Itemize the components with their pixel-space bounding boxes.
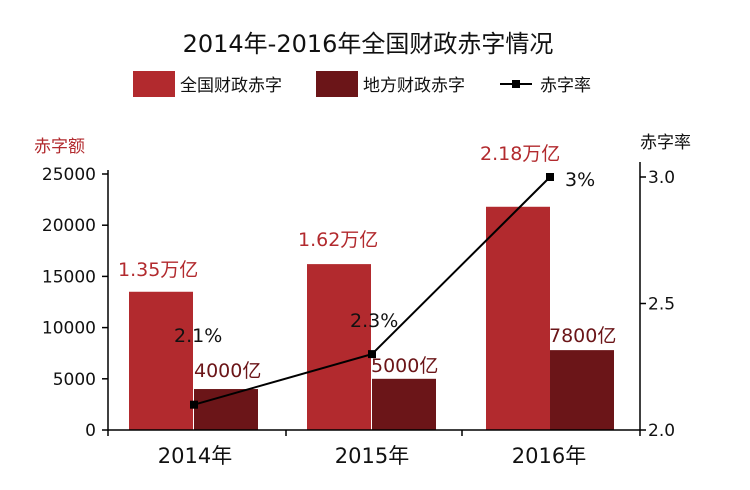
axes <box>107 162 641 436</box>
y-tick-label: 25000 <box>42 165 96 185</box>
rate-point <box>190 400 198 409</box>
rate-point <box>368 350 376 359</box>
x-tick-label: 2015年 <box>335 444 409 468</box>
data-label-rate: 3% <box>565 169 595 191</box>
y-tick-label: 5000 <box>53 370 96 390</box>
data-label-national: 1.62万亿 <box>298 229 378 251</box>
y2-tick-label: 2.5 <box>648 295 675 315</box>
data-label-local: 5000亿 <box>371 355 438 377</box>
y-tick-label: 10000 <box>42 319 96 339</box>
y2-tick-label: 3.0 <box>648 168 675 188</box>
legend-label-national: 全国财政赤字 <box>180 76 282 96</box>
y2-axis-title: 赤字率 <box>640 133 691 153</box>
bar-national <box>307 264 371 430</box>
data-label-national: 2.18万亿 <box>480 143 560 165</box>
bar-local <box>372 378 436 430</box>
category-labels: 2014年 2015年 2016年 <box>158 444 586 468</box>
bar-labels: 1.35万亿 1.62万亿 2.18万亿 4000亿 5000亿 7800亿 <box>118 143 616 382</box>
rate-point <box>546 173 554 181</box>
legend-marker-rate <box>512 80 520 88</box>
bar-local <box>550 350 614 430</box>
y2-tick-label: 2.0 <box>648 421 675 441</box>
legend-label-rate: 赤字率 <box>540 76 591 96</box>
y-tick-label: 15000 <box>42 267 96 287</box>
rate-line: 2.1% 2.3% 3% <box>174 169 595 409</box>
y-axis-ticks: 0 5000 10000 15000 20000 25000 <box>42 165 108 441</box>
y-tick-label: 0 <box>85 421 96 441</box>
y-axis-title: 赤字额 <box>34 137 85 157</box>
y-tick-label: 20000 <box>42 216 96 236</box>
legend-label-local: 地方财政赤字 <box>363 76 465 96</box>
data-label-rate: 2.1% <box>174 325 222 347</box>
data-label-national: 1.35万亿 <box>118 259 198 281</box>
bar-national <box>129 291 193 430</box>
data-label-rate: 2.3% <box>350 310 398 332</box>
x-tick-label: 2016年 <box>512 444 586 468</box>
legend-swatch-national <box>133 71 175 97</box>
y2-axis-ticks: 2.0 2.5 3.0 <box>640 168 675 441</box>
legend-swatch-local <box>316 71 358 97</box>
x-tick-label: 2014年 <box>158 444 232 468</box>
data-label-local: 7800亿 <box>549 325 616 347</box>
bar-national <box>486 206 550 430</box>
bars <box>129 206 614 430</box>
legend: 全国财政赤字 地方财政赤字 赤字率 <box>133 71 591 97</box>
data-label-local: 4000亿 <box>194 360 261 382</box>
chart-title: 2014年-2016年全国财政赤字情况 <box>183 30 554 58</box>
